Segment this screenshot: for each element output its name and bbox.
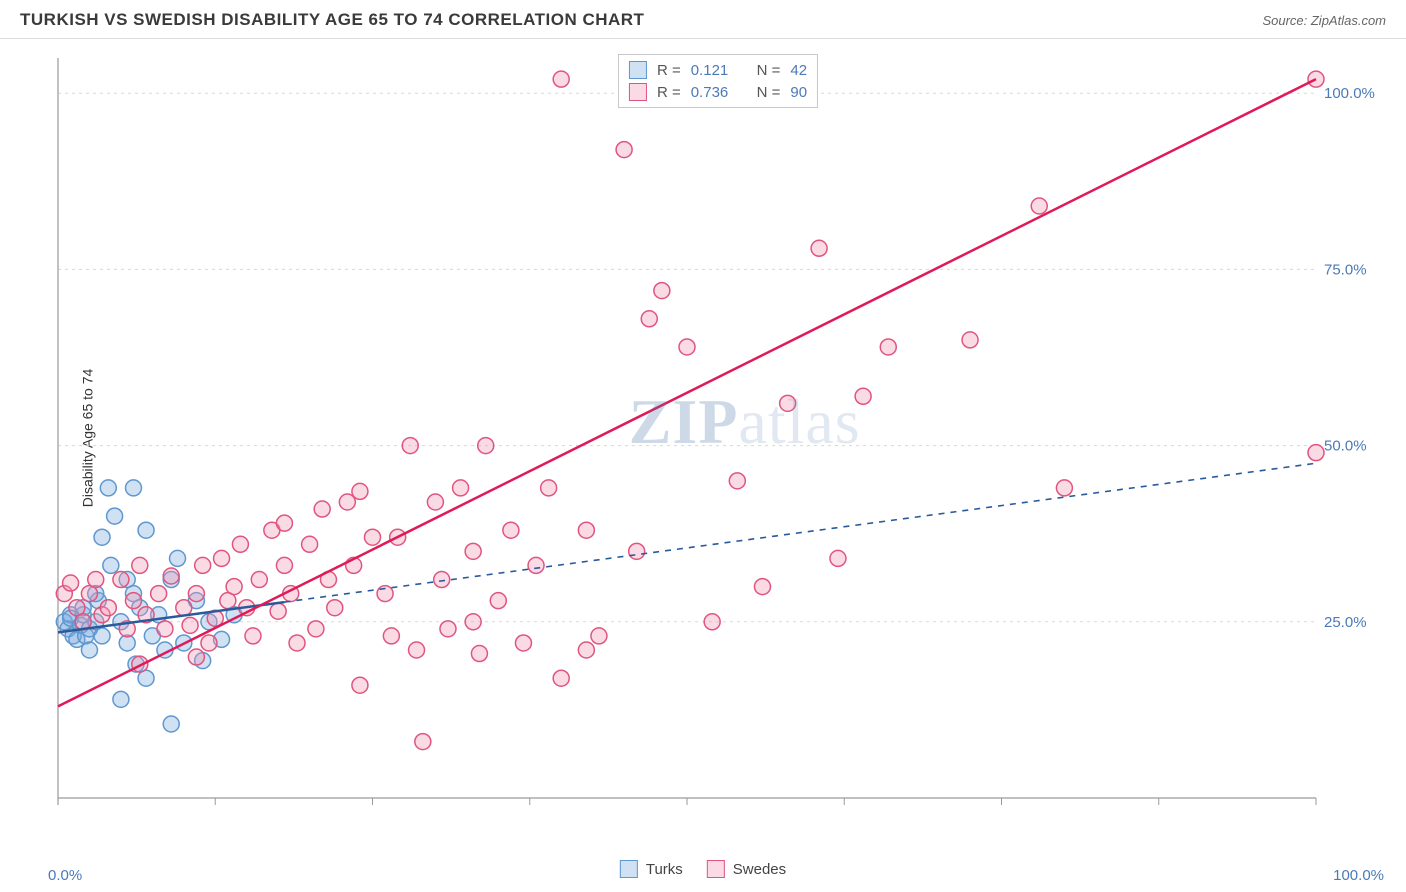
stat-n-value: 42 bbox=[790, 62, 807, 79]
correlation-stats-box: R = 0.121 N = 42R = 0.736 N = 90 bbox=[618, 54, 818, 108]
legend-swatch bbox=[620, 860, 638, 878]
stat-n-label: N = bbox=[757, 84, 781, 101]
stats-row: R = 0.736 N = 90 bbox=[629, 81, 807, 103]
svg-text:75.0%: 75.0% bbox=[1324, 261, 1367, 278]
chart-title: TURKISH VS SWEDISH DISABILITY AGE 65 TO … bbox=[20, 10, 644, 30]
stat-r-value: 0.121 bbox=[691, 62, 729, 79]
stat-r-label: R = bbox=[657, 84, 681, 101]
legend-label: Turks bbox=[646, 861, 683, 878]
scatter-plot: 25.0% 50.0% 75.0% 100.0% bbox=[50, 48, 1386, 828]
svg-text:25.0%: 25.0% bbox=[1324, 614, 1367, 631]
stat-n-value: 90 bbox=[790, 84, 807, 101]
stat-n-label: N = bbox=[757, 62, 781, 79]
x-axis-origin-label: 0.0% bbox=[48, 867, 82, 884]
legend-swatch bbox=[629, 83, 647, 101]
legend-item: Swedes bbox=[707, 860, 786, 878]
stat-r-label: R = bbox=[657, 62, 681, 79]
legend-swatch bbox=[707, 860, 725, 878]
legend-swatch bbox=[629, 61, 647, 79]
legend-item: Turks bbox=[620, 860, 683, 878]
chart-area: Disability Age 65 to 74 25.0%50.0%75.0%1… bbox=[50, 48, 1386, 828]
source-attribution: Source: ZipAtlas.com bbox=[1262, 13, 1386, 28]
legend-label: Swedes bbox=[733, 861, 786, 878]
stat-r-value: 0.736 bbox=[691, 84, 729, 101]
x-axis-max-label: 100.0% bbox=[1333, 867, 1384, 884]
chart-header: TURKISH VS SWEDISH DISABILITY AGE 65 TO … bbox=[0, 0, 1406, 39]
stats-row: R = 0.121 N = 42 bbox=[629, 59, 807, 81]
svg-text:50.0%: 50.0% bbox=[1324, 438, 1367, 455]
legend-bottom: Turks Swedes bbox=[620, 860, 786, 878]
svg-text:100.0%: 100.0% bbox=[1324, 85, 1375, 102]
